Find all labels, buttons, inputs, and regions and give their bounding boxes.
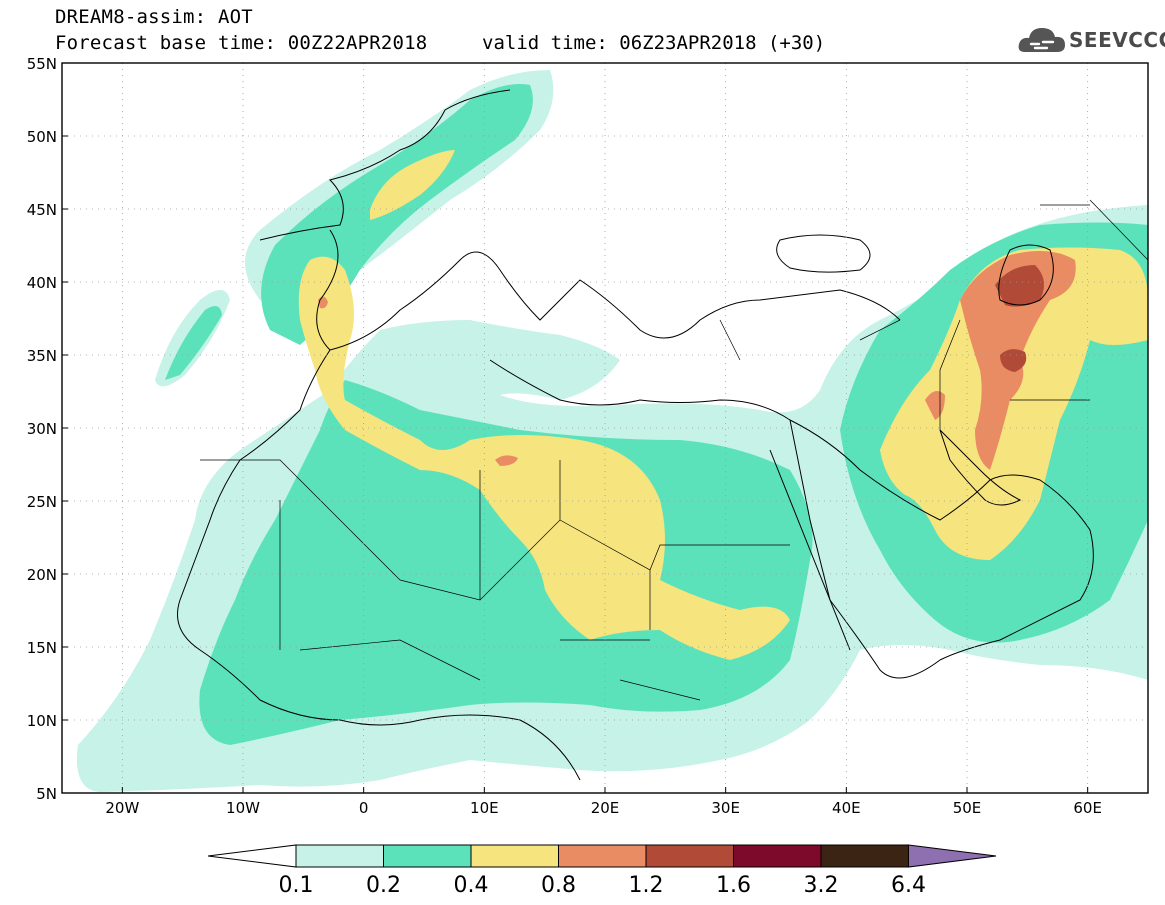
lat-label: 10N [27,712,57,730]
colorbar-over-triangle [908,844,997,868]
colorbar-swatch [470,844,559,868]
red-sea-coast [769,449,851,651]
arabia-coast [789,419,1094,661]
colorbar-swatch [820,844,909,868]
lat-label: 30N [27,420,57,438]
colorbar-label: 6.4 [891,873,926,898]
colorbar-swatch [733,844,822,868]
colorbar-swatch [383,844,472,868]
longitude-labels: 20W 10W 0 10E 20E 30E 40E 50E 60E [105,787,1102,817]
colorbar-swatch [558,844,647,868]
lat-label: 5N [36,785,57,803]
lon-label: 0 [359,799,369,817]
colorbar-label: 1.6 [716,873,751,898]
caspian-coast [998,244,1054,306]
valid-time: valid time: 06Z23APR2018 (+30) [482,32,826,54]
lon-label: 30E [711,799,740,817]
colorbar-under-triangle [207,844,297,868]
lon-label: 40E [832,799,861,817]
black-sea-coast [776,234,871,273]
lat-label: 55N [27,55,57,73]
aot-level-1.2 [995,265,1044,372]
lat-label: 25N [27,493,57,511]
colorbar-label: 0.4 [454,873,489,898]
lat-label: 45N [27,201,57,219]
lon-label: 20W [105,799,139,817]
map-grid [62,63,1148,793]
lat-label: 20N [27,566,57,584]
lon-label: 10W [226,799,260,817]
colorbar: 0.1 0.2 0.4 0.8 1.2 1.6 3.2 6.4 [207,844,997,898]
colorbar-label: 1.2 [629,873,664,898]
aot-level-0.4 [298,150,1148,660]
colorbar-label: 0.1 [279,873,314,898]
lat-label: 15N [27,639,57,657]
colorbar-swatch [645,844,734,868]
lon-label: 50E [953,799,982,817]
lon-label: 10E [470,799,499,817]
lon-label: 60E [1073,799,1102,817]
latitude-labels: 55N 50N 45N 40N 35N 30N 25N 20N 15N 10N 5N [27,55,68,803]
persian-gulf-coast [939,429,1022,506]
map-title: DREAM8-assim: AOT [55,6,253,28]
seevccc-logo: SEEVCCC [1017,22,1165,58]
coastlines [177,89,1094,781]
lat-label: 35N [27,347,57,365]
cloud-logo-icon [1018,28,1065,52]
forecast-base-time: Forecast base time: 00Z22APR2018 [55,32,428,54]
colorbar-label: 0.2 [366,873,401,898]
europe-coast [259,89,901,351]
logo-text: SEEVCCC [1069,28,1165,52]
colorbar-label: 0.8 [541,873,576,898]
lat-label: 40N [27,274,57,292]
aot-contours [77,70,1148,792]
lat-label: 50N [27,128,57,146]
colorbar-swatch [295,844,384,868]
colorbar-label: 3.2 [804,873,839,898]
lon-label: 20E [591,799,620,817]
africa-coast [177,349,941,781]
